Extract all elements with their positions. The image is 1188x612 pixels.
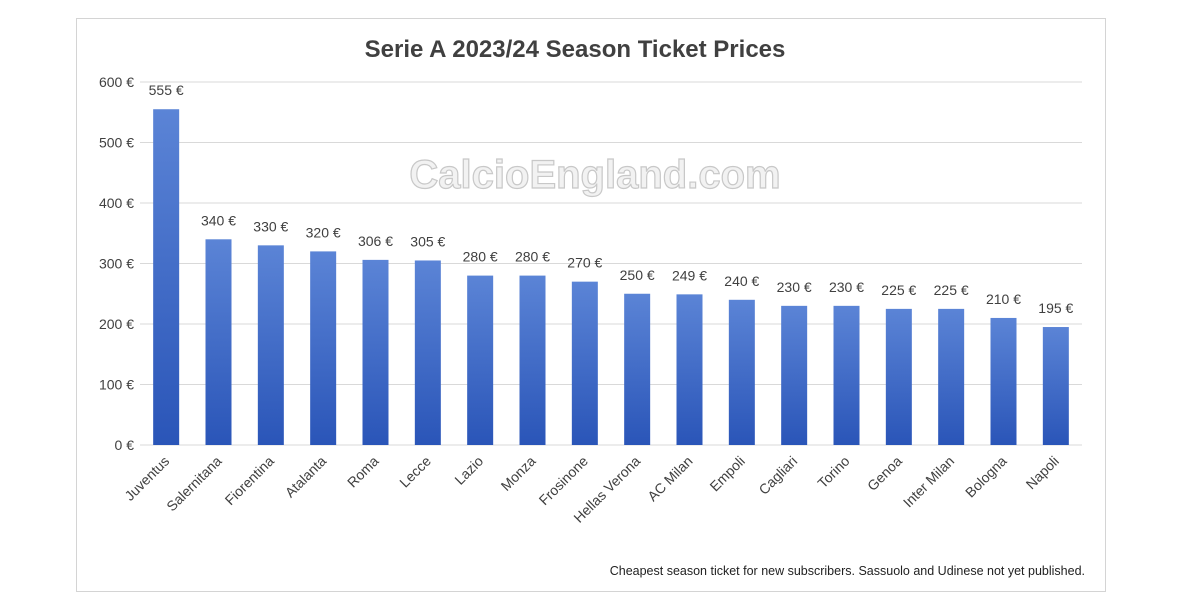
data-label: 195 € bbox=[1038, 300, 1073, 316]
data-label: 306 € bbox=[358, 233, 393, 249]
bar bbox=[676, 294, 703, 445]
data-label: 320 € bbox=[306, 224, 341, 240]
bar bbox=[781, 305, 808, 445]
data-label: 250 € bbox=[620, 267, 655, 283]
x-tick-label: Frosinone bbox=[536, 453, 591, 508]
footnote: Cheapest season ticket for new subscribe… bbox=[610, 564, 1085, 578]
bar bbox=[885, 308, 912, 445]
x-tick-label: Inter Milan bbox=[900, 453, 958, 511]
data-label: 230 € bbox=[829, 279, 864, 295]
bar bbox=[938, 308, 965, 445]
data-label: 225 € bbox=[934, 282, 969, 298]
y-tick-label: 0 € bbox=[115, 437, 135, 453]
x-tick-label: Lecce bbox=[396, 453, 434, 491]
bar bbox=[728, 299, 755, 445]
data-label: 240 € bbox=[724, 273, 759, 289]
data-label: 340 € bbox=[201, 212, 236, 228]
x-tick-label: Empoli bbox=[706, 453, 748, 495]
bar bbox=[310, 251, 337, 445]
y-tick-label: 200 € bbox=[99, 316, 134, 332]
x-tick-label: Cagliari bbox=[755, 453, 800, 498]
x-tick-label: AC Milan bbox=[644, 453, 695, 504]
x-tick-label: Fiorentina bbox=[222, 453, 277, 508]
data-label: 555 € bbox=[149, 82, 184, 98]
chart-title: Serie A 2023/24 Season Ticket Prices bbox=[365, 36, 786, 63]
data-label: 230 € bbox=[777, 279, 812, 295]
data-label: 225 € bbox=[881, 282, 916, 298]
data-label: 270 € bbox=[567, 255, 602, 271]
bar bbox=[362, 259, 389, 445]
x-tick-label: Salernitana bbox=[163, 453, 225, 515]
x-tick-label: Torino bbox=[814, 453, 852, 491]
y-tick-label: 100 € bbox=[99, 377, 134, 393]
data-label: 280 € bbox=[515, 249, 550, 265]
bar bbox=[571, 281, 598, 445]
data-label: 280 € bbox=[463, 249, 498, 265]
x-tick-label: Juventus bbox=[121, 453, 172, 504]
bar bbox=[414, 260, 441, 445]
y-tick-label: 500 € bbox=[99, 135, 134, 151]
bar bbox=[519, 275, 546, 445]
bar bbox=[833, 305, 860, 445]
y-tick-label: 300 € bbox=[99, 256, 134, 272]
bar bbox=[467, 275, 494, 445]
watermark: CalcioEngland.com bbox=[409, 153, 780, 197]
bar bbox=[153, 109, 180, 445]
bar bbox=[990, 317, 1017, 445]
bar bbox=[624, 293, 651, 445]
x-tick-label: Genoa bbox=[864, 453, 905, 494]
x-tick-label: Bologna bbox=[962, 453, 1010, 501]
y-tick-label: 600 € bbox=[99, 74, 134, 90]
x-tick-label: Atalanta bbox=[282, 453, 330, 501]
data-label: 330 € bbox=[253, 218, 288, 234]
data-label: 249 € bbox=[672, 267, 707, 283]
x-tick-label: Lazio bbox=[451, 453, 486, 488]
x-tick-label: Napoli bbox=[1023, 453, 1062, 492]
y-tick-label: 400 € bbox=[99, 195, 134, 211]
bar bbox=[257, 245, 284, 445]
bar bbox=[1042, 327, 1069, 445]
bar bbox=[205, 239, 232, 445]
x-tick-label: Roma bbox=[344, 453, 382, 491]
data-label: 210 € bbox=[986, 291, 1021, 307]
data-label: 305 € bbox=[410, 233, 445, 249]
x-tick-label: Monza bbox=[498, 453, 539, 494]
